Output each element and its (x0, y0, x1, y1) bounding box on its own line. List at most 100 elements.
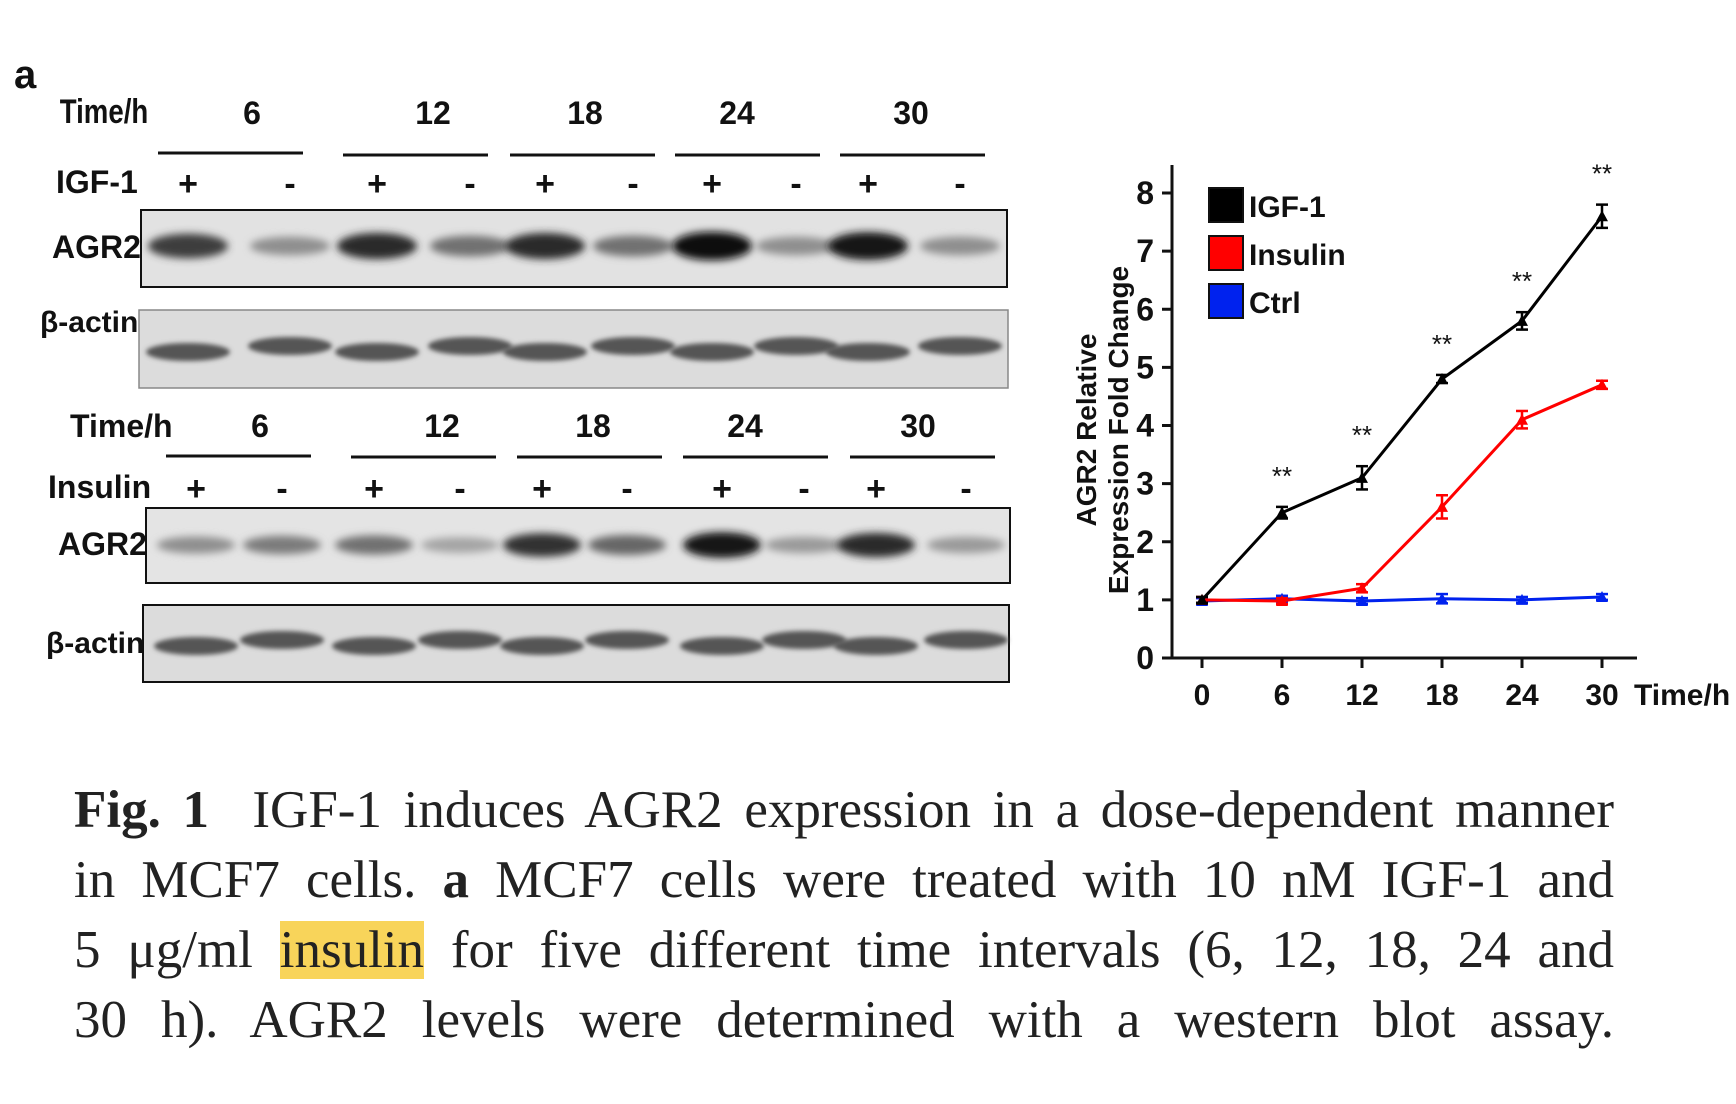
time-labels-bottom: 6 12 18 24 30 (251, 408, 936, 444)
data-point (1596, 210, 1608, 222)
sign-row-bottom: + - + - + - + - + - (186, 470, 972, 508)
significance-marker: ** (1512, 266, 1532, 296)
x-tick-label: 30 (1585, 679, 1618, 712)
significance-marker: ** (1272, 461, 1292, 491)
blot-bottom: Time/h 6 12 18 24 30 Insulin + - + - + - + - + - … (46, 408, 1011, 683)
treatment-sign-plus: + (712, 470, 732, 508)
actin-bands-bottom (154, 631, 1008, 655)
panel-label: a (14, 53, 37, 97)
time-label-12: 12 (415, 95, 451, 131)
treatment-sign-minus: - (276, 470, 287, 508)
treatment-sign-minus: - (954, 165, 965, 203)
treatment-sign-plus: + (178, 165, 198, 203)
series-line-insulin (1201, 383, 1603, 603)
data-point (1516, 593, 1528, 605)
significance-marker: ** (1432, 329, 1452, 359)
agr2-band (756, 236, 836, 256)
agr2-band (828, 232, 908, 260)
time-label-6: 6 (251, 408, 269, 444)
data-point (1436, 592, 1448, 604)
actin-band (924, 631, 1008, 649)
actin-band (332, 637, 416, 655)
y-tick-label: 5 (1136, 349, 1154, 385)
figure-caption: Fig. 1 IGF-1 induces AGR2 expression in … (74, 775, 1614, 1055)
time-label-18: 18 (567, 95, 603, 131)
series-insulin (1196, 378, 1608, 607)
caption-line2-post: MCF7 cells were treated with 10 nM IGF-1… (495, 851, 1615, 909)
legend-label: Ctrl (1249, 287, 1301, 320)
legend-swatch (1208, 283, 1244, 319)
data-point (1516, 314, 1528, 326)
data-point (1596, 378, 1608, 390)
y-axis-title-line1: AGR2 Relative (1071, 334, 1102, 527)
time-underlines-bottom (166, 454, 995, 459)
data-point (1276, 595, 1288, 607)
treatment-sign-minus: - (454, 470, 465, 508)
x-tick-label: 0 (1194, 679, 1211, 712)
legend-swatch (1208, 187, 1244, 223)
actin-band (248, 337, 332, 355)
time-label-12: 12 (424, 408, 460, 444)
significance-annotations: ** ** ** ** ** (1272, 159, 1612, 491)
data-point (1596, 590, 1608, 602)
agr2-band (588, 535, 666, 555)
time-label-6: 6 (243, 95, 261, 131)
treatment-sign-minus: - (798, 470, 809, 508)
data-point (1436, 500, 1448, 512)
caption-line1-text: IGF-1 induces AGR2 expression in a dose-… (252, 781, 1614, 839)
actin-band (418, 631, 502, 649)
agr2-label-top: AGR2 (52, 229, 141, 265)
agr2-bands-bottom (157, 532, 1005, 558)
actin-band (680, 637, 764, 655)
time-label-30: 30 (893, 95, 929, 131)
agr2-band (250, 236, 330, 256)
series-layer (1196, 203, 1608, 607)
y-tick-label: 4 (1136, 408, 1154, 444)
caption-line3-post: for five different time intervals (6, 12… (450, 921, 1615, 979)
actin-band (762, 631, 846, 649)
caption-fig-label: Fig. 1 (74, 781, 210, 839)
agr2-band (505, 232, 585, 260)
agr2-band (148, 233, 228, 259)
time-label-bottom: Time/h (70, 408, 173, 444)
agr2-band (243, 535, 321, 555)
actin-band (335, 343, 419, 361)
agr2-band (672, 231, 752, 261)
x-axis-title: Time/h (1634, 679, 1730, 712)
actin-band (503, 343, 587, 361)
significance-marker: ** (1352, 420, 1372, 450)
agr2-band (337, 232, 417, 260)
x-tick-label: 12 (1345, 679, 1378, 712)
y-tick-label: 3 (1136, 466, 1154, 502)
treatment-sign-plus: + (532, 470, 552, 508)
y-tick-label: 7 (1136, 233, 1154, 269)
agr2-band (157, 536, 235, 554)
x-tick-label: 24 (1505, 679, 1539, 712)
actin-band (834, 637, 918, 655)
agr2-band (837, 532, 915, 558)
agr2-band (593, 235, 673, 257)
actin-band (146, 343, 230, 361)
blot-top: Time/h 6 12 18 24 30 IGF-1 + - + - + - + - + - AG… (40, 92, 1009, 389)
agr2-band (927, 536, 1005, 554)
caption-highlight: insulin (279, 921, 425, 979)
treatment-sign-minus: - (627, 165, 638, 203)
y-axis-title-line2: Expression Fold Change (1103, 266, 1134, 594)
caption-line-2: in MCF7 cells. a MCF7 cells were treated… (74, 845, 1614, 915)
time-label-24: 24 (719, 95, 755, 131)
treatment-sign-plus: + (866, 470, 886, 508)
agr2-band (503, 533, 581, 557)
agr2-bands-top (148, 231, 1000, 261)
series-line-igf-1 (1200, 215, 1604, 601)
actin-label-top: β-actin (40, 306, 138, 339)
time-labels-top: 6 12 18 24 30 (243, 95, 929, 131)
time-label-30: 30 (900, 408, 936, 444)
treatment-sign-minus: - (621, 470, 632, 508)
legend: IGF-1 Insulin Ctrl (1208, 187, 1346, 320)
actin-band (500, 637, 584, 655)
agr2-band (430, 235, 510, 257)
actin-band (240, 631, 324, 649)
y-tick-label: 0 (1136, 640, 1154, 676)
treatment-sign-plus: + (367, 165, 387, 203)
